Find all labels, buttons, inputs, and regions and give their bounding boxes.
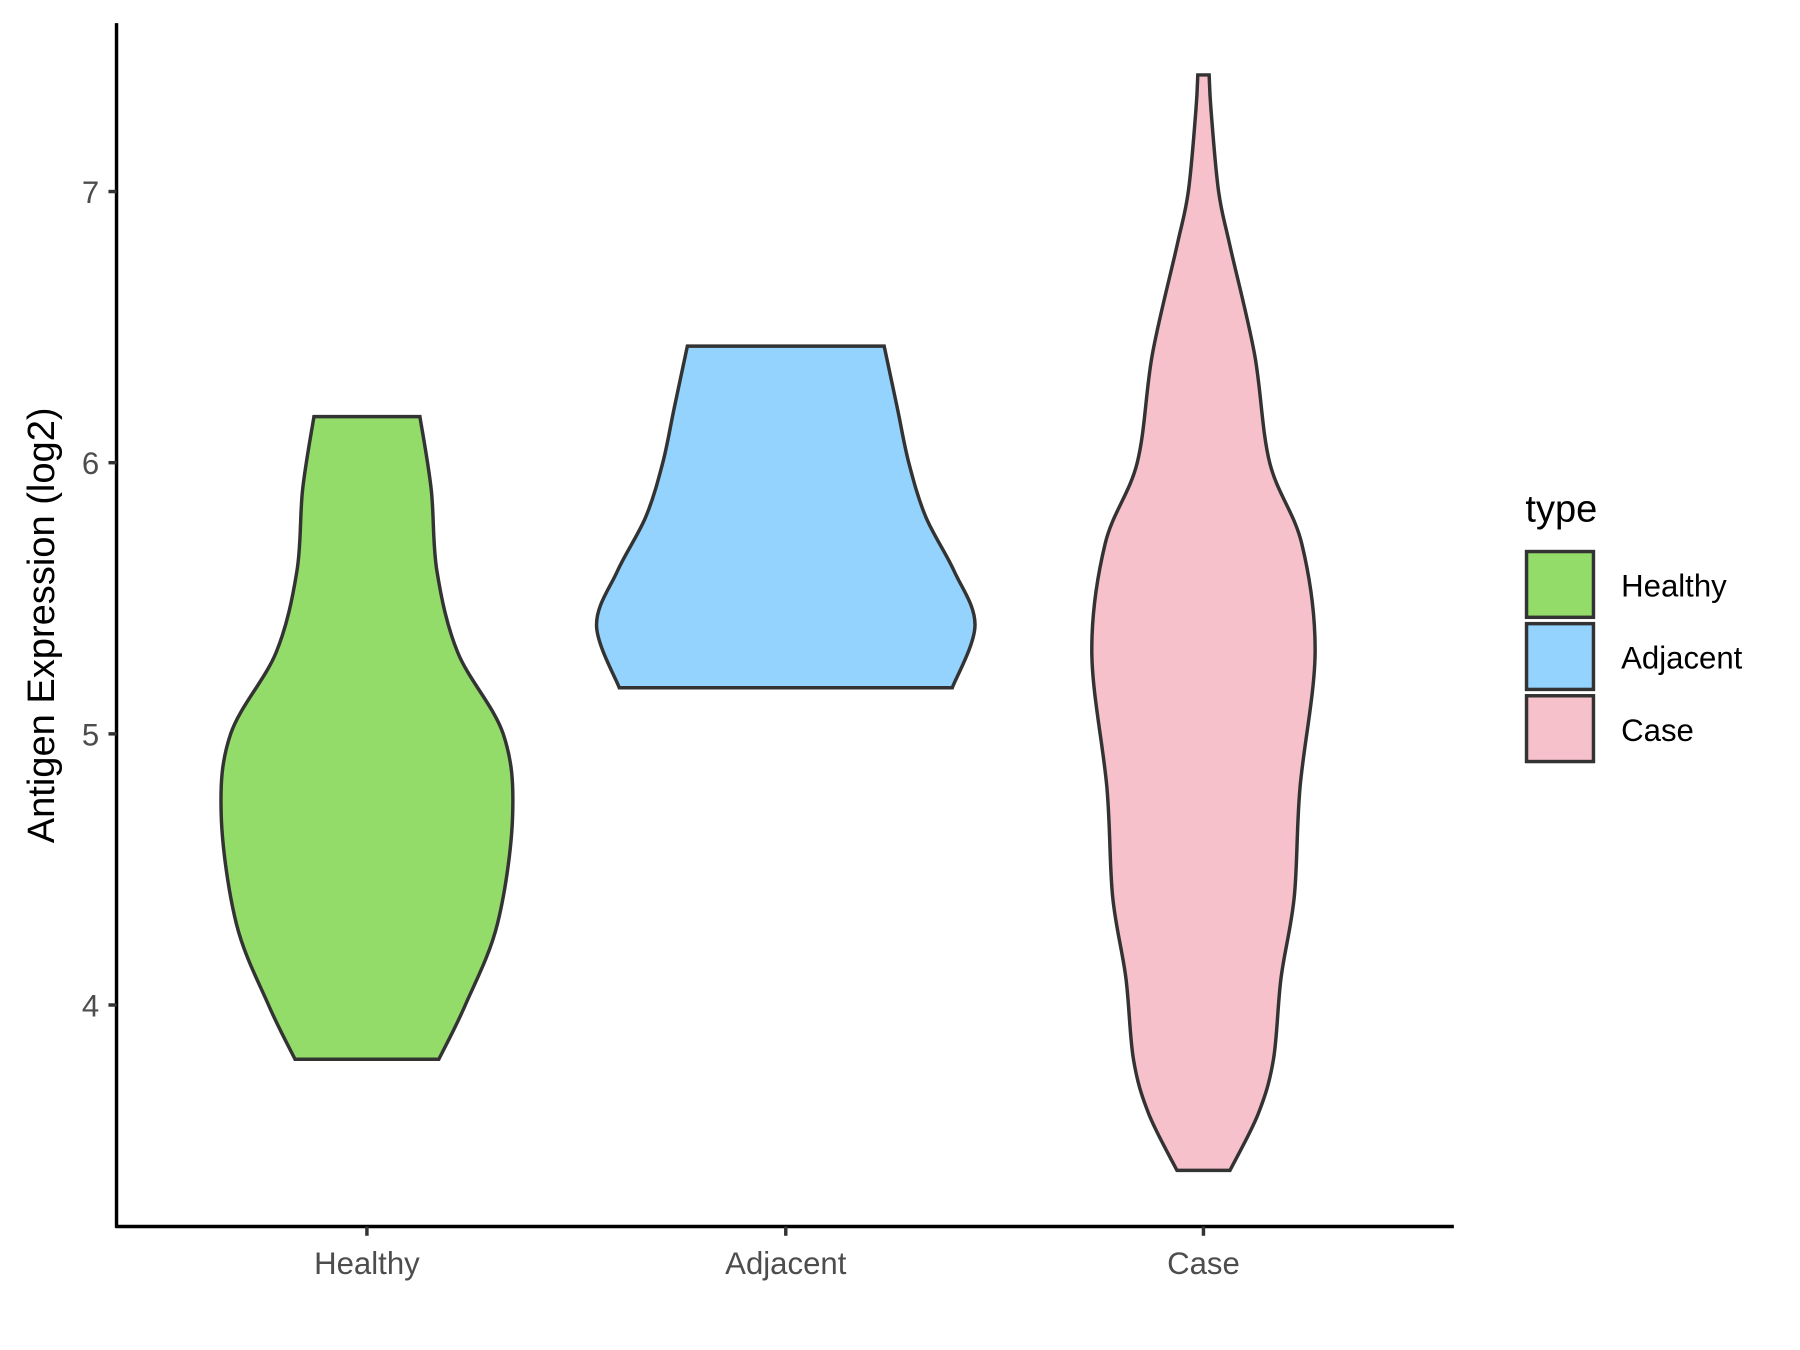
y-tick-label: 6 xyxy=(82,446,99,481)
legend-label-healthy: Healthy xyxy=(1621,569,1727,604)
y-tick-label: 7 xyxy=(82,175,99,210)
legend-key-adjacent xyxy=(1524,621,1596,692)
x-tick-label-adjacent: Adjacent xyxy=(725,1246,847,1281)
legend-label-adjacent: Adjacent xyxy=(1621,641,1743,676)
x-ticks: Healthy Adjacent Case xyxy=(314,1226,1240,1281)
x-tick-label-healthy: Healthy xyxy=(314,1246,420,1281)
legend-label-case: Case xyxy=(1621,713,1694,748)
violin-adjacent xyxy=(594,344,977,690)
legend: type Healthy Adjacent Case xyxy=(1524,489,1743,764)
violin-case xyxy=(1090,73,1317,1173)
y-axis-title: Antigen Expression (log2) xyxy=(21,407,63,843)
y-tick-label: 5 xyxy=(82,717,99,752)
y-tick-label: 4 xyxy=(82,989,99,1024)
violin-healthy xyxy=(219,414,515,1061)
legend-key-healthy xyxy=(1524,549,1596,620)
legend-key-case xyxy=(1524,694,1596,764)
legend-title: type xyxy=(1525,489,1597,531)
y-ticks: 4 5 6 7 xyxy=(82,175,117,1024)
violins xyxy=(219,73,1317,1173)
x-tick-label-case: Case xyxy=(1167,1246,1240,1281)
